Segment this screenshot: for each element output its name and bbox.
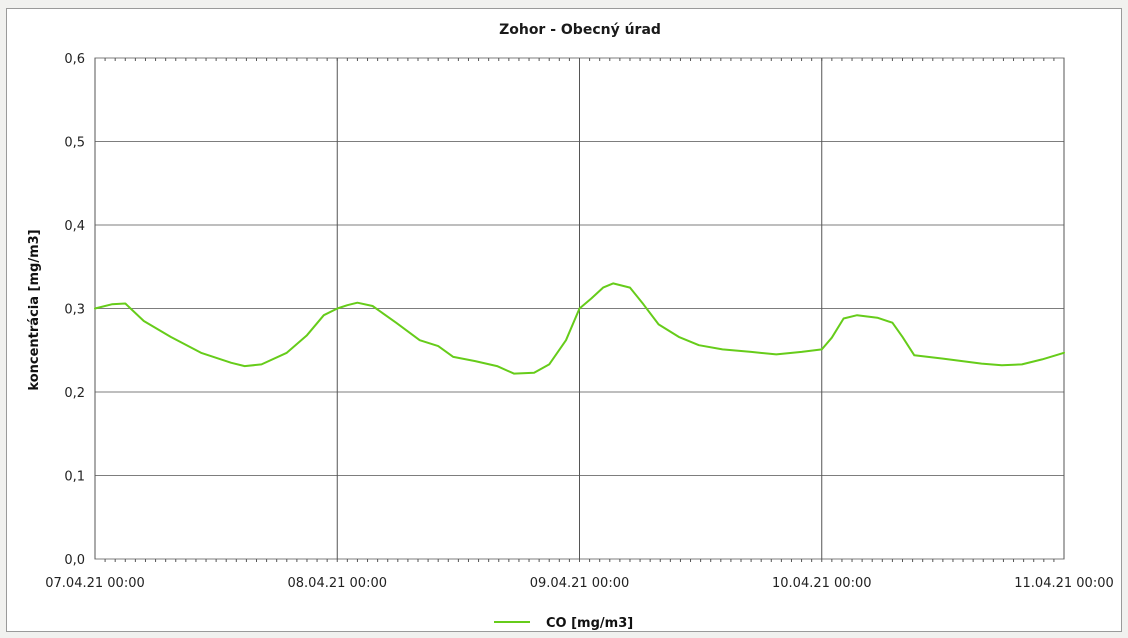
- x-tick-label: 08.04.21 00:00: [288, 576, 388, 591]
- chart-frame: [6, 8, 1122, 632]
- chart-title: Zohor - Obecný úrad: [499, 22, 661, 38]
- series-line-co: [94, 282, 1065, 375]
- y-tick-label: 0,0: [64, 553, 85, 568]
- x-tick-label: 09.04.21 00:00: [530, 576, 630, 591]
- y-tick-label: 0,5: [64, 136, 85, 151]
- y-tick-label: 0,2: [64, 386, 85, 401]
- y-tick-label: 0,3: [64, 303, 85, 318]
- y-tick-label: 0,1: [64, 470, 85, 485]
- y-tick-label: 0,4: [64, 219, 85, 234]
- y-axis-ticks: 0,0 0,1 0,2 0,3 0,4 0,5 0,6: [64, 52, 85, 568]
- legend-label: CO [mg/m3]: [546, 616, 633, 631]
- x-tick-label: 07.04.21 00:00: [45, 576, 145, 591]
- x-tick-label: 11.04.21 00:00: [1014, 576, 1114, 591]
- x-tick-label: 10.04.21 00:00: [772, 576, 872, 591]
- y-tick-label: 0,6: [64, 52, 85, 67]
- plot-area: [94, 282, 1065, 375]
- x-axis-ticks: 07.04.21 00:00 08.04.21 00:00 09.04.21 00:…: [45, 576, 1114, 591]
- y-axis-label: koncentrácia [mg/m3]: [27, 229, 42, 390]
- legend: CO [mg/m3]: [494, 616, 633, 631]
- grid: [94, 57, 1065, 562]
